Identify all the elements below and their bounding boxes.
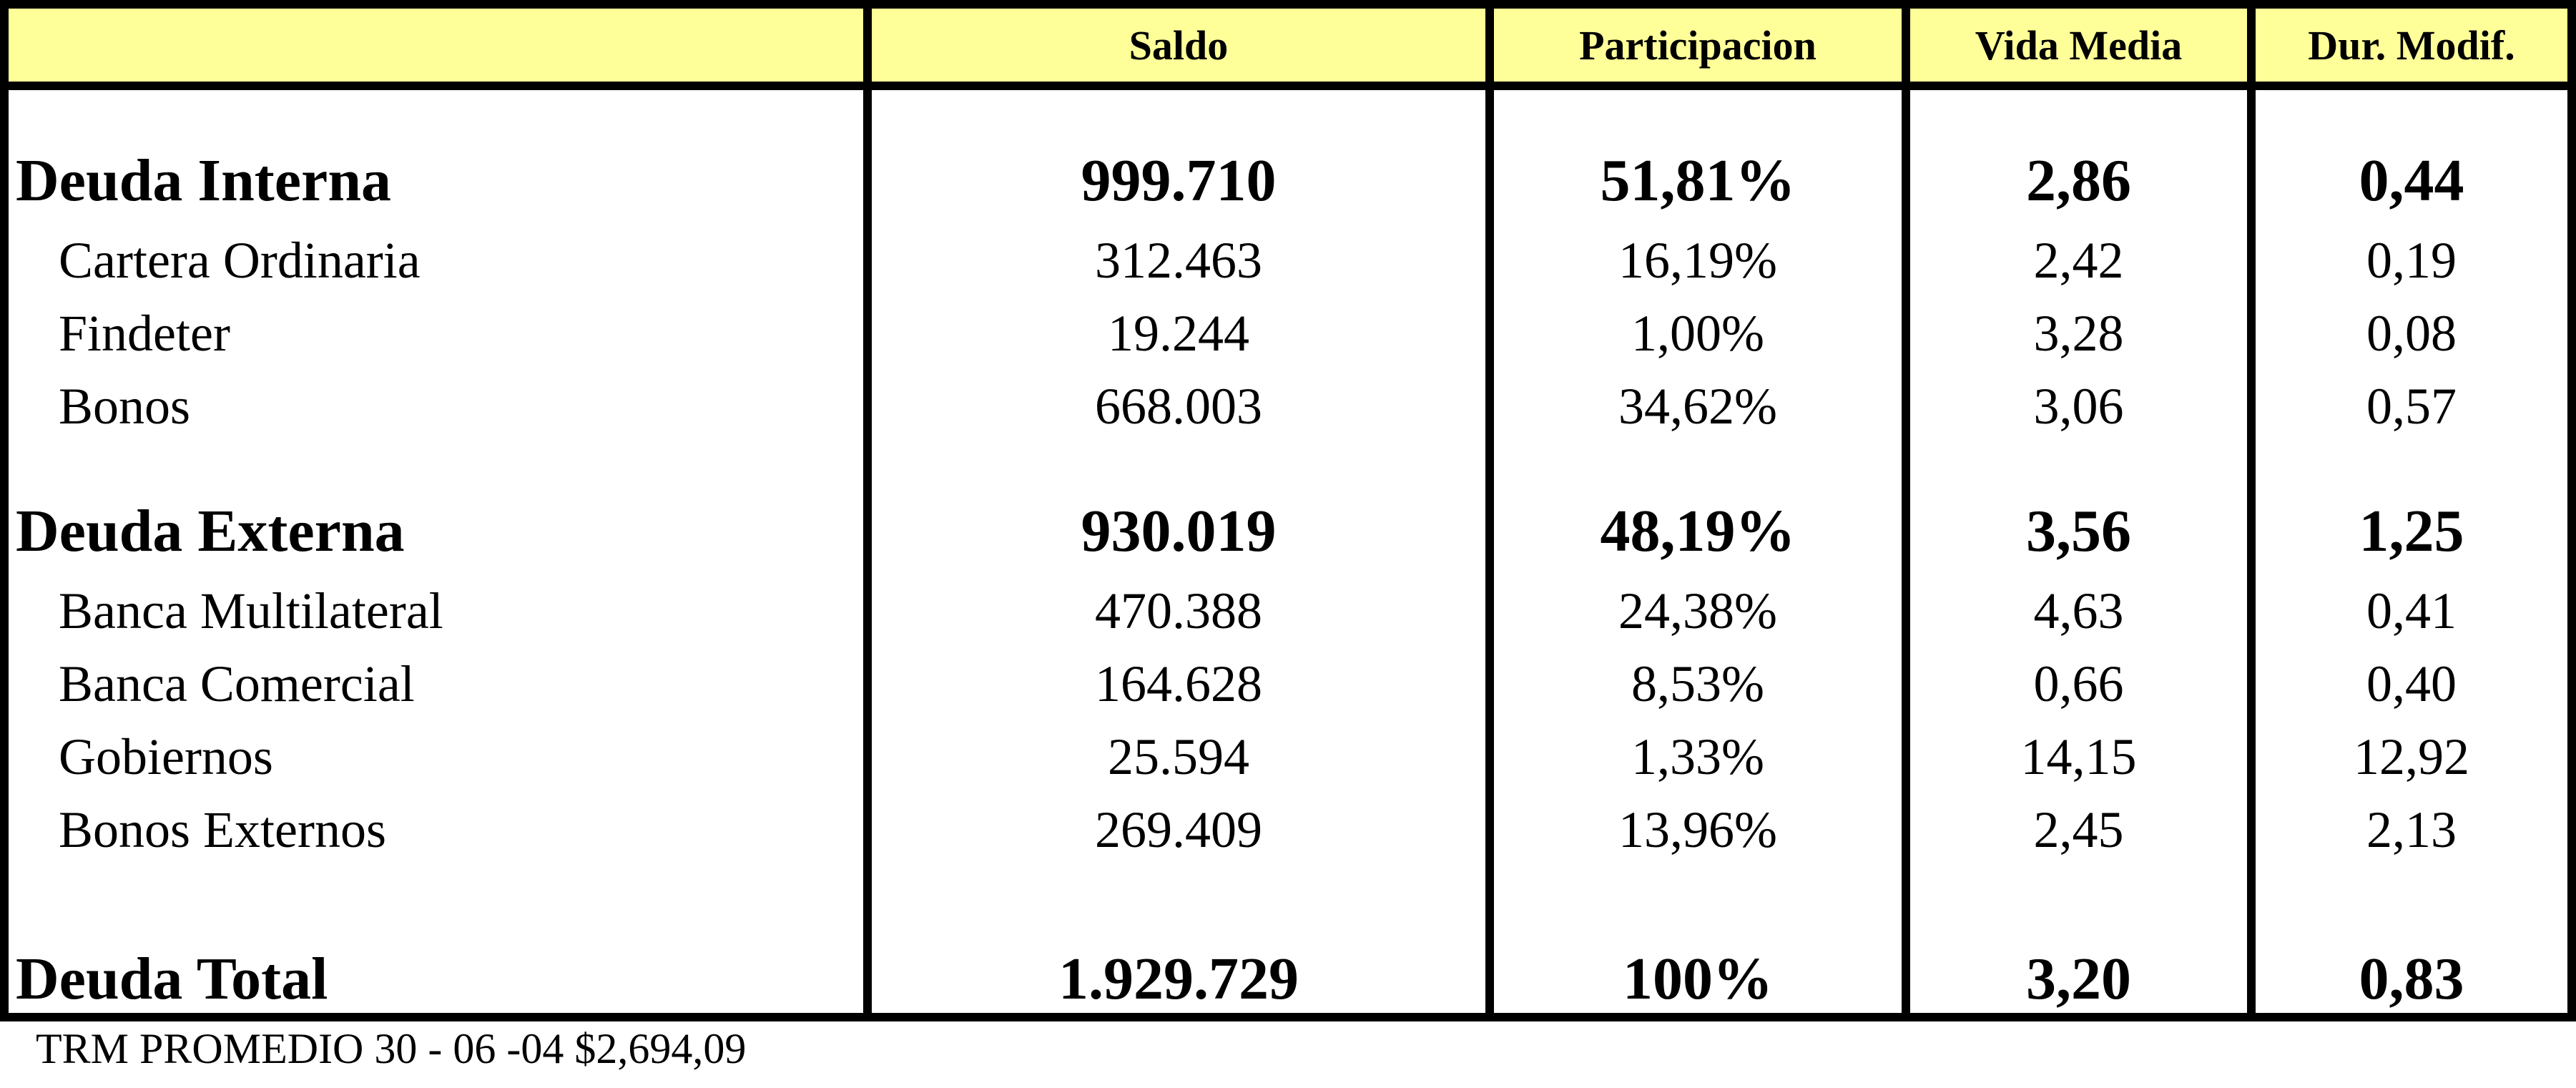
row-saldo: 164.628 bbox=[1095, 655, 1262, 712]
row-saldo: 312.463 bbox=[1095, 231, 1262, 289]
row-dur-modif: 0,41 bbox=[2366, 582, 2457, 639]
row-vida-media: 3,20 bbox=[2026, 945, 2131, 1012]
row-participacion: 1,33% bbox=[1631, 727, 1764, 785]
table-row-total: Deuda Total 1.929.729 100% 3,20 0,83 bbox=[9, 943, 2567, 1014]
row-label: Banca Comercial bbox=[59, 655, 415, 712]
row-saldo: 25.594 bbox=[1108, 727, 1249, 785]
row-label: Cartera Ordinaria bbox=[59, 231, 421, 289]
row-participacion: 13,96% bbox=[1618, 800, 1777, 858]
table-row: Banca Comercial 164.628 8,53% 0,66 0,40 bbox=[9, 648, 2567, 720]
row-label: Findeter bbox=[59, 304, 230, 362]
row-saldo: 930.019 bbox=[1081, 497, 1277, 564]
row-dur-modif: 0,44 bbox=[2359, 147, 2464, 214]
header-participacion: Participacion bbox=[1579, 21, 1817, 69]
header-label-cell bbox=[9, 9, 863, 82]
row-dur-modif: 2,13 bbox=[2366, 800, 2457, 858]
row-label: Deuda Interna bbox=[16, 147, 392, 214]
row-participacion: 100% bbox=[1623, 945, 1773, 1012]
row-label: Bonos bbox=[59, 377, 191, 435]
row-vida-media: 2,86 bbox=[2026, 147, 2131, 214]
row-vida-media: 3,28 bbox=[2033, 304, 2124, 362]
row-participacion: 16,19% bbox=[1618, 231, 1777, 289]
row-vida-media: 2,45 bbox=[2033, 800, 2124, 858]
header-vida-media: Vida Media bbox=[1975, 21, 2183, 69]
column-divider bbox=[1902, 9, 1910, 1013]
column-divider bbox=[1485, 9, 1494, 1013]
row-dur-modif: 1,25 bbox=[2359, 497, 2464, 564]
row-participacion: 8,53% bbox=[1631, 655, 1764, 712]
trm-footnote: TRM PROMEDIO 30 - 06 -04 $2,694,09 bbox=[36, 1025, 747, 1072]
row-dur-modif: 0,08 bbox=[2366, 304, 2457, 362]
table-row: Deuda Interna 999.710 51,81% 2,86 0,44 bbox=[9, 144, 2567, 216]
row-dur-modif: 0,19 bbox=[2366, 231, 2457, 289]
row-vida-media: 2,42 bbox=[2033, 231, 2124, 289]
table-header-row: Saldo Participacion Vida Media Dur. Modi… bbox=[9, 9, 2567, 90]
row-saldo: 470.388 bbox=[1095, 582, 1262, 639]
debt-summary-table: Saldo Participacion Vida Media Dur. Modi… bbox=[0, 0, 2576, 1021]
table-row: Cartera Ordinaria 312.463 16,19% 2,42 0,… bbox=[9, 225, 2567, 296]
header-saldo: Saldo bbox=[1129, 21, 1229, 69]
row-saldo: 269.409 bbox=[1095, 800, 1262, 858]
row-vida-media: 14,15 bbox=[2020, 727, 2137, 785]
row-dur-modif: 12,92 bbox=[2354, 727, 2469, 785]
row-label: Gobiernos bbox=[59, 727, 273, 785]
table-row: Deuda Externa 930.019 48,19% 3,56 1,25 bbox=[9, 495, 2567, 567]
table-row: Bonos Externos 269.409 13,96% 2,45 2,13 bbox=[9, 794, 2567, 866]
row-participacion: 48,19% bbox=[1600, 497, 1796, 564]
row-dur-modif: 0,57 bbox=[2366, 377, 2457, 435]
table-row: Findeter 19.244 1,00% 3,28 0,08 bbox=[9, 298, 2567, 369]
column-divider bbox=[2247, 9, 2256, 1013]
row-participacion: 51,81% bbox=[1600, 147, 1796, 214]
row-vida-media: 3,56 bbox=[2026, 497, 2131, 564]
row-saldo: 668.003 bbox=[1095, 377, 1262, 435]
row-vida-media: 3,06 bbox=[2033, 377, 2124, 435]
row-label: Banca Multilateral bbox=[59, 582, 443, 639]
row-label: Bonos Externos bbox=[59, 800, 386, 858]
table-row: Gobiernos 25.594 1,33% 14,15 12,92 bbox=[9, 721, 2567, 793]
row-saldo: 1.929.729 bbox=[1058, 945, 1299, 1012]
row-label: Deuda Externa bbox=[16, 497, 405, 564]
column-divider bbox=[863, 9, 872, 1013]
table-row: Bonos 668.003 34,62% 3,06 0,57 bbox=[9, 371, 2567, 442]
row-vida-media: 0,66 bbox=[2033, 655, 2124, 712]
row-participacion: 34,62% bbox=[1618, 377, 1777, 435]
row-dur-modif: 0,40 bbox=[2366, 655, 2457, 712]
header-dur-modif: Dur. Modif. bbox=[2308, 21, 2515, 69]
row-dur-modif: 0,83 bbox=[2359, 945, 2464, 1012]
row-saldo: 19.244 bbox=[1108, 304, 1249, 362]
row-vida-media: 4,63 bbox=[2033, 582, 2124, 639]
row-label: Deuda Total bbox=[16, 945, 328, 1012]
row-participacion: 24,38% bbox=[1618, 582, 1777, 639]
table-row: Banca Multilateral 470.388 24,38% 4,63 0… bbox=[9, 575, 2567, 647]
row-participacion: 1,00% bbox=[1631, 304, 1764, 362]
row-saldo: 999.710 bbox=[1081, 147, 1277, 214]
